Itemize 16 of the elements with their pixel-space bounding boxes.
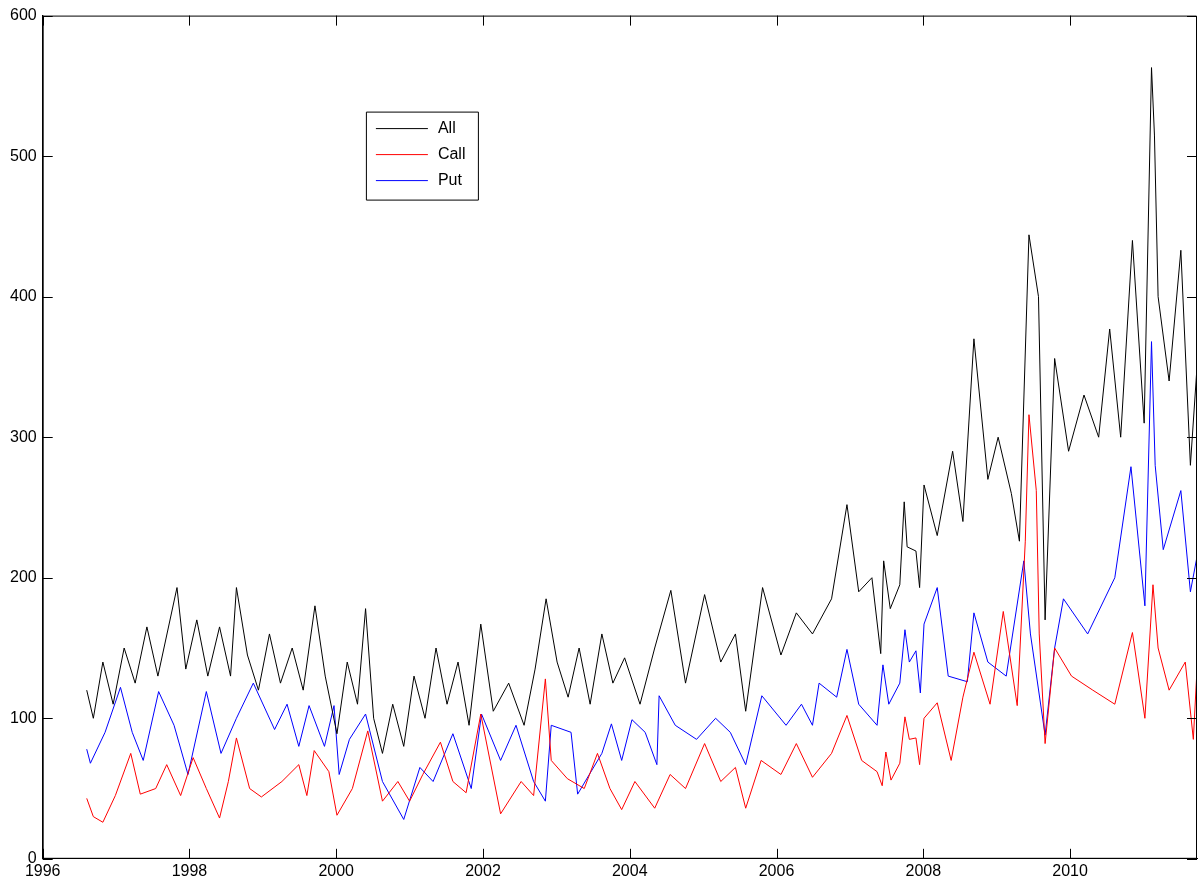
y-tick-label: 500 — [9, 146, 37, 164]
legend-label: Call — [437, 145, 466, 163]
y-tick-label: 400 — [9, 287, 37, 305]
x-tick-label: 2002 — [465, 861, 501, 879]
x-tick-label: 2008 — [905, 861, 942, 879]
x-tick-label: 2006 — [758, 861, 795, 879]
legend-label: Put — [437, 171, 463, 189]
x-tick-label: 2010 — [1052, 861, 1088, 879]
x-tick-label: 1998 — [171, 861, 208, 879]
y-tick-label: 100 — [9, 708, 37, 726]
x-tick-label: 2004 — [611, 861, 648, 879]
y-tick-label: 300 — [9, 427, 37, 445]
y-tick-label: 200 — [9, 568, 37, 586]
y-tick-label: 600 — [9, 6, 37, 24]
x-tick-label: 2000 — [318, 861, 355, 879]
legend-label: All — [437, 119, 456, 137]
